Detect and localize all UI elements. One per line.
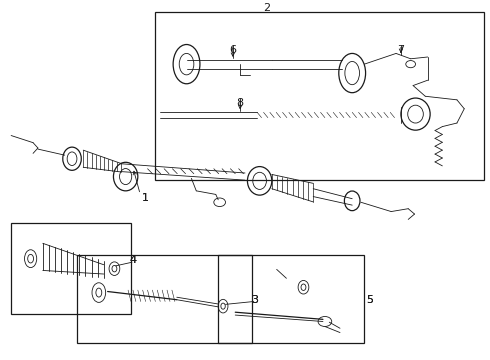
Text: 3: 3: [251, 295, 258, 305]
Text: 4: 4: [129, 256, 137, 265]
Text: 5: 5: [366, 295, 373, 305]
Text: 6: 6: [229, 45, 236, 55]
Text: 1: 1: [142, 193, 148, 203]
Text: 1: 1: [142, 193, 148, 203]
Text: 7: 7: [397, 45, 404, 55]
Bar: [77, 255, 252, 343]
Text: 8: 8: [237, 98, 244, 108]
Text: 5: 5: [366, 295, 373, 305]
Text: 3: 3: [251, 295, 258, 305]
Bar: [218, 255, 365, 343]
Bar: [11, 223, 130, 314]
Text: 2: 2: [263, 3, 270, 13]
Text: 4: 4: [129, 256, 137, 265]
Bar: [155, 12, 484, 180]
